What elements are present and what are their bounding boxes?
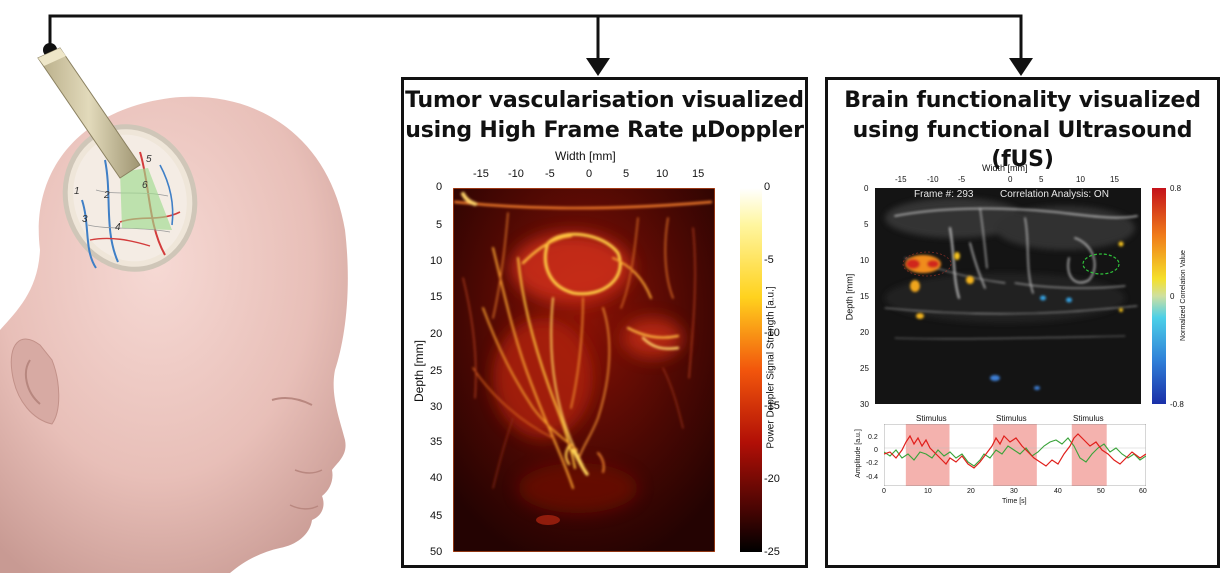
timecourse-y-tick: 0: [874, 447, 878, 454]
fus-x-tick: 15: [1110, 175, 1119, 184]
doppler-x-tick: -5: [545, 168, 555, 180]
fus-x-tick: 10: [1076, 175, 1085, 184]
fus-analysis-status: Correlation Analysis: ON: [1000, 189, 1109, 200]
timecourse-y-tick: -0.2: [866, 460, 879, 467]
timecourse-x-label: Time [s]: [1002, 498, 1027, 505]
fus-y-tick: 25: [860, 364, 869, 373]
doppler-colorbar: [740, 188, 762, 552]
fus-title-line1: Brain functionality visualized: [844, 88, 1201, 113]
head-illustration: [0, 47, 348, 573]
doppler-cbar-tick: -20: [764, 473, 780, 485]
stimulus-label-3: Stimulus: [1073, 414, 1104, 423]
fus-timecourse-plot: [884, 424, 1146, 486]
region-number-1: 1: [74, 186, 80, 197]
doppler-cbar-tick: -15: [764, 400, 780, 412]
timecourse-x-tick: 30: [1010, 488, 1018, 495]
fus-x-tick: 5: [1039, 175, 1044, 184]
fus-cbar-tick: 0: [1170, 292, 1175, 301]
doppler-cbar-tick: -25: [764, 546, 780, 558]
doppler-y-tick: 50: [430, 546, 443, 558]
timecourse-y-label: Amplitude [a.u.]: [854, 429, 862, 478]
doppler-x-tick: 15: [692, 168, 705, 180]
stimulus-window: [1071, 424, 1107, 486]
region-number-6: 6: [142, 180, 148, 191]
doppler-y-tick: 10: [430, 255, 443, 267]
fus-colorbar: [1152, 188, 1166, 404]
doppler-cbar-tick: -5: [764, 254, 774, 266]
trace-red: [884, 433, 1146, 469]
fus-y-tick: 15: [860, 292, 869, 301]
doppler-x-tick: 0: [586, 168, 593, 180]
doppler-y-tick: 0: [436, 181, 443, 193]
doppler-y-axis-label: Depth [mm]: [412, 339, 427, 403]
stimulus-label-2: Stimulus: [996, 414, 1027, 423]
region-number-5: 5: [146, 154, 152, 165]
doppler-y-tick: 25: [430, 365, 443, 377]
trace-green: [884, 437, 1146, 467]
timecourse-x-tick: 50: [1097, 488, 1105, 495]
doppler-x-axis-label: Width [mm]: [555, 149, 616, 163]
doppler-title-line1: Tumor vascularisation visualized: [405, 88, 804, 113]
doppler-x-tick: -15: [473, 168, 489, 180]
fus-colorbar-label: Normalized Correlation Value: [1179, 250, 1187, 341]
fus-y-tick: 30: [860, 400, 869, 409]
doppler-title-line2: using High Frame Rate µDoppler: [405, 118, 804, 143]
doppler-x-tick: 10: [656, 168, 669, 180]
fus-x-axis-label: Width [mm]: [982, 163, 1028, 173]
region-number-2: 2: [104, 190, 110, 201]
fus-frame-readout: Frame #: 293: [914, 189, 974, 200]
fus-y-tick: 10: [860, 256, 869, 265]
stimulus-window: [993, 424, 1037, 486]
stimulus-label-1: Stimulus: [916, 414, 947, 423]
fus-y-tick: 5: [864, 220, 869, 229]
fus-x-tick: -10: [927, 175, 939, 184]
doppler-image: [453, 188, 715, 552]
timecourse-x-tick: 10: [924, 488, 932, 495]
doppler-cbar-tick: -10: [764, 327, 780, 339]
doppler-colorbar-label: Power Doppler Signal Strength [a.u.]: [765, 286, 777, 449]
fus-x-tick: 0: [1008, 175, 1013, 184]
timecourse-y-tick: -0.4: [866, 474, 879, 481]
doppler-y-tick: 20: [430, 328, 443, 340]
fus-title-line2: using functional Ultrasound (fUS): [852, 118, 1193, 172]
timecourse-y-tick: 0.2: [868, 434, 878, 441]
fus-y-tick: 20: [860, 328, 869, 337]
doppler-y-tick: 30: [430, 401, 443, 413]
doppler-y-tick: 40: [430, 472, 443, 484]
fus-y-axis-label: Depth [mm]: [844, 273, 855, 321]
fus-y-tick: 0: [864, 184, 869, 193]
doppler-y-tick: 5: [436, 219, 443, 231]
fus-x-tick: -5: [958, 175, 966, 184]
timecourse-x-tick: 40: [1054, 488, 1062, 495]
doppler-y-tick: 45: [430, 510, 443, 522]
timecourse-x-tick: 0: [882, 488, 886, 495]
doppler-y-tick: 15: [430, 291, 443, 303]
fus-image: [875, 188, 1141, 404]
doppler-x-tick: -10: [508, 168, 524, 180]
timecourse-x-tick: 60: [1139, 488, 1147, 495]
fus-x-tick: -15: [895, 175, 907, 184]
doppler-cbar-tick: 0: [764, 181, 771, 193]
fus-cbar-tick: 0.8: [1170, 184, 1182, 193]
timecourse-x-tick: 20: [967, 488, 975, 495]
region-number-4: 4: [115, 222, 121, 233]
region-number-3: 3: [82, 214, 88, 225]
fus-cbar-tick: -0.8: [1170, 400, 1184, 409]
doppler-x-tick: 5: [623, 168, 630, 180]
doppler-y-tick: 35: [430, 436, 443, 448]
